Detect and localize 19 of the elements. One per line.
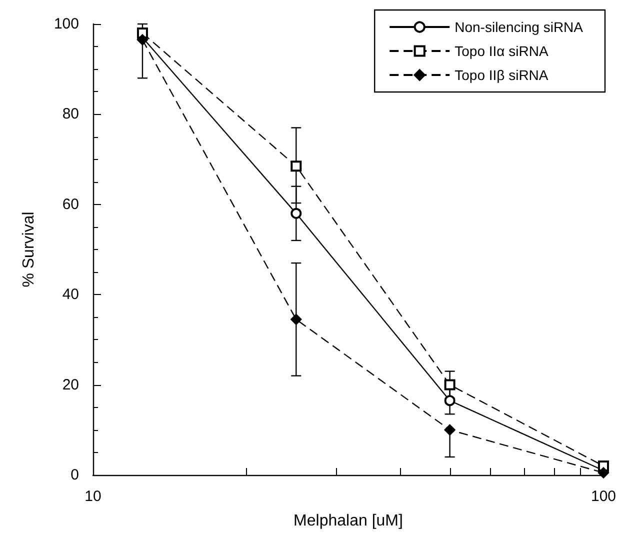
y-tick-label: 80 (62, 106, 79, 123)
point (598, 467, 610, 478)
y-tick-label: 100 (54, 16, 79, 32)
y-tick-label: 20 (62, 376, 79, 394)
legend-label: Non-silencing siRNA (454, 19, 584, 35)
point (444, 424, 456, 436)
y-axis-title: % Survival (20, 212, 38, 288)
point (290, 208, 302, 219)
y-tick-label: 60 (62, 196, 79, 213)
point (290, 160, 302, 172)
y-tick-label: 0 (70, 466, 79, 484)
point (444, 379, 456, 390)
y-tick-label: 40 (62, 286, 79, 304)
point (290, 314, 302, 326)
legend-label: Topo IIα siRNA (454, 43, 549, 59)
x-tick-label: 10 (84, 488, 102, 505)
x-axis-title: Melphalan [uM] (294, 512, 403, 530)
point (444, 395, 456, 406)
legend-label: Topo IIβ siRNA (454, 67, 549, 83)
